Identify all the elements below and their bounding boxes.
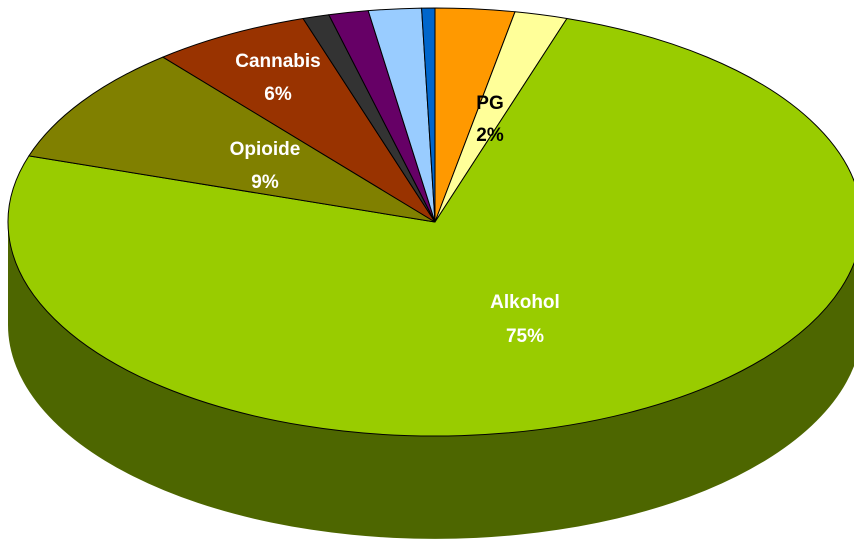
data-label-value: 75% bbox=[506, 326, 544, 347]
data-label-name: Alkohol bbox=[490, 292, 560, 313]
slice-segment-6 bbox=[421, 7, 436, 223]
slice-alkohol bbox=[7, 17, 854, 437]
data-label-value: 2% bbox=[476, 125, 504, 146]
data-label-name: PG bbox=[476, 93, 503, 114]
slice-cannabis bbox=[162, 17, 436, 223]
data-label-name: Opioide bbox=[230, 139, 301, 160]
data-label-value: 6% bbox=[264, 84, 292, 105]
data-label-value: 9% bbox=[251, 172, 279, 193]
slice-side-alkohol bbox=[8, 222, 854, 539]
data-label-name: Cannabis bbox=[235, 51, 321, 72]
slice-opioide bbox=[28, 56, 436, 223]
